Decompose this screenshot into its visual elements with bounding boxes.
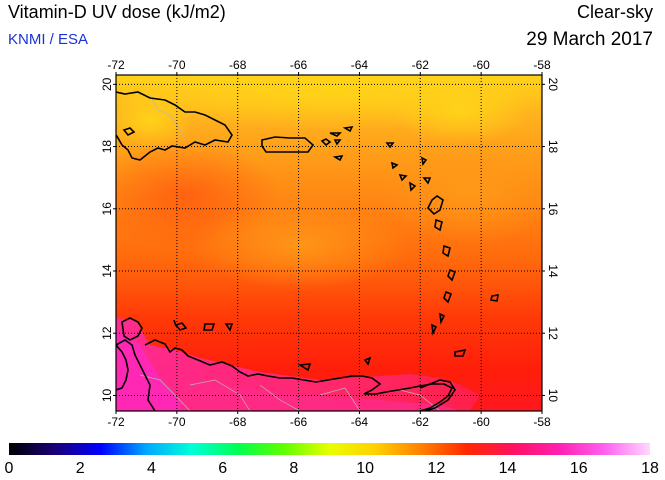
colorbar: 0 2 4 6 8 10 12 14 16 18	[5, 443, 659, 477]
lon-tick-bottom: -68	[229, 415, 247, 429]
lon-tick-top: -66	[290, 58, 308, 72]
lon-tick-bottom: -70	[168, 415, 186, 429]
uv-field	[116, 75, 542, 411]
date-label: 29 March 2017	[526, 29, 653, 50]
lon-tick-top: -62	[412, 58, 430, 72]
lat-tick-left: 18	[100, 140, 114, 154]
lat-tick-left: 20	[100, 77, 114, 91]
lon-tick-top: -60	[472, 58, 490, 72]
colorbar-tick-label: 6	[218, 460, 227, 477]
colorbar-tick-label: 18	[641, 460, 659, 477]
lon-tick-bottom: -72	[107, 415, 125, 429]
lon-tick-bottom: -64	[351, 415, 369, 429]
lon-tick-top: -70	[168, 58, 186, 72]
credit-label: KNMI / ESA	[8, 31, 89, 48]
colorbar-tick-label: 16	[570, 460, 588, 477]
colorbar-ticks: 0 2 4 6 8 10 12 14 16 18	[5, 460, 659, 477]
lon-tick-top: -64	[351, 58, 369, 72]
lat-tick-left: 10	[100, 388, 114, 402]
sky-condition-label: Clear-sky	[576, 2, 653, 22]
lat-tick-left: 12	[100, 326, 114, 340]
lat-tick-right: 16	[546, 202, 560, 216]
lat-tick-left: 14	[100, 264, 114, 278]
lon-tick-bottom: -66	[290, 415, 308, 429]
colorbar-tick-label: 2	[76, 460, 85, 477]
lon-tick-bottom: -60	[472, 415, 490, 429]
lon-tick-top: -72	[107, 58, 125, 72]
colorbar-tick-label: 4	[147, 460, 156, 477]
colorbar-tick-label: 12	[427, 460, 445, 477]
colorbar-tick-label: 14	[499, 460, 517, 477]
lat-tick-right: 20	[546, 78, 560, 92]
axis-ticks: -72 -72 -70 -70 -68 -68 -66 -66 -64 -64 -62 -62 -60 -…	[100, 58, 560, 429]
colorbar-scale	[9, 443, 650, 455]
lat-tick-right: 12	[546, 327, 560, 341]
country-borders	[139, 94, 441, 411]
graticule	[116, 75, 542, 411]
coastlines	[116, 91, 499, 411]
lat-tick-left: 16	[100, 202, 114, 216]
colorbar-tick-label: 8	[289, 460, 298, 477]
map-title: Vitamin-D UV dose (kJ/m2)	[8, 2, 226, 22]
colorbar-tick-label: 10	[356, 460, 374, 477]
lat-tick-right: 10	[546, 389, 560, 403]
map-frame	[115, 74, 543, 412]
colorbar-tick-label: 0	[5, 460, 14, 477]
lon-tick-bottom: -62	[412, 415, 430, 429]
lon-tick-top: -68	[229, 58, 247, 72]
lon-tick-top: -58	[533, 58, 551, 72]
lon-tick-bottom: -58	[533, 415, 551, 429]
lat-tick-right: 18	[546, 140, 560, 154]
lat-tick-right: 14	[546, 264, 560, 278]
